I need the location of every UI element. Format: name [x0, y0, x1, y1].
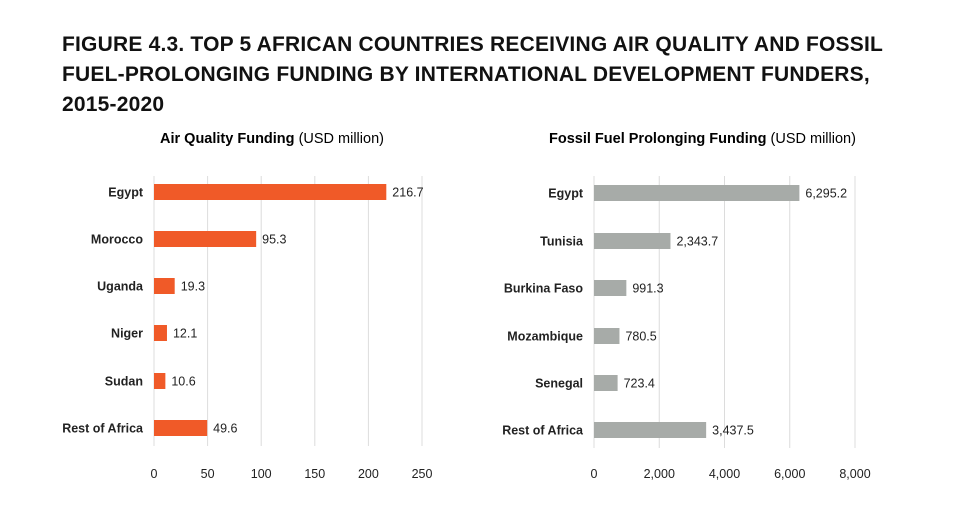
air-quality-value-label: 19.3 — [181, 280, 205, 294]
air-quality-value-label: 10.6 — [171, 375, 195, 389]
air-quality-x-tick-label: 200 — [358, 467, 379, 481]
fossil-fuel-category-label: Senegal — [535, 377, 583, 391]
air-quality-chart-title: Air Quality Funding (USD million) — [160, 131, 384, 147]
air-quality-chart-title-text: Air Quality Funding — [160, 131, 295, 147]
air-quality-value-label: 49.6 — [213, 422, 237, 436]
air-quality-category-label: Morocco — [91, 233, 143, 247]
air-quality-bar — [154, 278, 175, 294]
fossil-fuel-x-tick-label: 6,000 — [774, 467, 805, 481]
air-quality-value-label: 216.7 — [392, 186, 423, 200]
air-quality-value-label: 95.3 — [262, 233, 286, 247]
fossil-fuel-bar — [594, 375, 618, 391]
fossil-fuel-chart-title-text: Fossil Fuel Prolonging Funding — [549, 131, 767, 147]
fossil-fuel-value-label: 991.3 — [632, 282, 663, 296]
fossil-fuel-category-label: Rest of Africa — [502, 424, 584, 438]
fossil-fuel-category-label: Tunisia — [540, 235, 584, 249]
air-quality-category-label: Egypt — [108, 186, 144, 200]
fossil-fuel-x-tick-label: 0 — [591, 467, 598, 481]
air-quality-bar — [154, 231, 257, 247]
fossil-fuel-bar — [594, 280, 627, 296]
fossil-fuel-category-label: Burkina Faso — [504, 282, 584, 296]
fossil-fuel-value-label: 723.4 — [624, 377, 655, 391]
air-quality-value-label: 12.1 — [173, 327, 197, 341]
air-quality-bar — [154, 325, 167, 341]
air-quality-bar — [154, 373, 166, 389]
fossil-fuel-x-tick-label: 2,000 — [644, 467, 675, 481]
fossil-fuel-value-label: 3,437.5 — [712, 424, 754, 438]
figure-title: FIGURE 4.3. TOP 5 AFRICAN COUNTRIES RECE… — [62, 33, 883, 116]
fossil-fuel-category-label: Egypt — [548, 187, 584, 201]
air-quality-x-tick-label: 100 — [251, 467, 272, 481]
fossil-fuel-value-label: 780.5 — [625, 330, 656, 344]
fossil-fuel-bar — [594, 328, 620, 344]
air-quality-chart-unit: (USD million) — [298, 131, 384, 147]
fossil-fuel-bar — [594, 185, 800, 201]
fossil-fuel-chart-unit: (USD million) — [770, 131, 856, 147]
fossil-fuel-x-tick-label: 4,000 — [709, 467, 740, 481]
air-quality-x-tick-label: 250 — [412, 467, 433, 481]
air-quality-bar — [154, 184, 387, 200]
air-quality-bar — [154, 420, 208, 436]
fossil-fuel-bar — [594, 233, 671, 249]
air-quality-x-tick-label: 0 — [151, 467, 158, 481]
fossil-fuel-bar — [594, 422, 707, 438]
fossil-fuel-x-tick-label: 8,000 — [839, 467, 870, 481]
air-quality-x-tick-label: 150 — [304, 467, 325, 481]
air-quality-category-label: Sudan — [105, 375, 143, 389]
fossil-fuel-chart-title: Fossil Fuel Prolonging Funding (USD mill… — [549, 131, 856, 147]
fossil-fuel-value-label: 6,295.2 — [805, 187, 847, 201]
air-quality-category-label: Rest of Africa — [62, 422, 144, 436]
fossil-fuel-category-label: Mozambique — [507, 330, 583, 344]
air-quality-category-label: Uganda — [97, 280, 144, 294]
air-quality-category-label: Niger — [111, 327, 143, 341]
fossil-fuel-value-label: 2,343.7 — [676, 235, 718, 249]
air-quality-x-tick-label: 50 — [201, 467, 215, 481]
